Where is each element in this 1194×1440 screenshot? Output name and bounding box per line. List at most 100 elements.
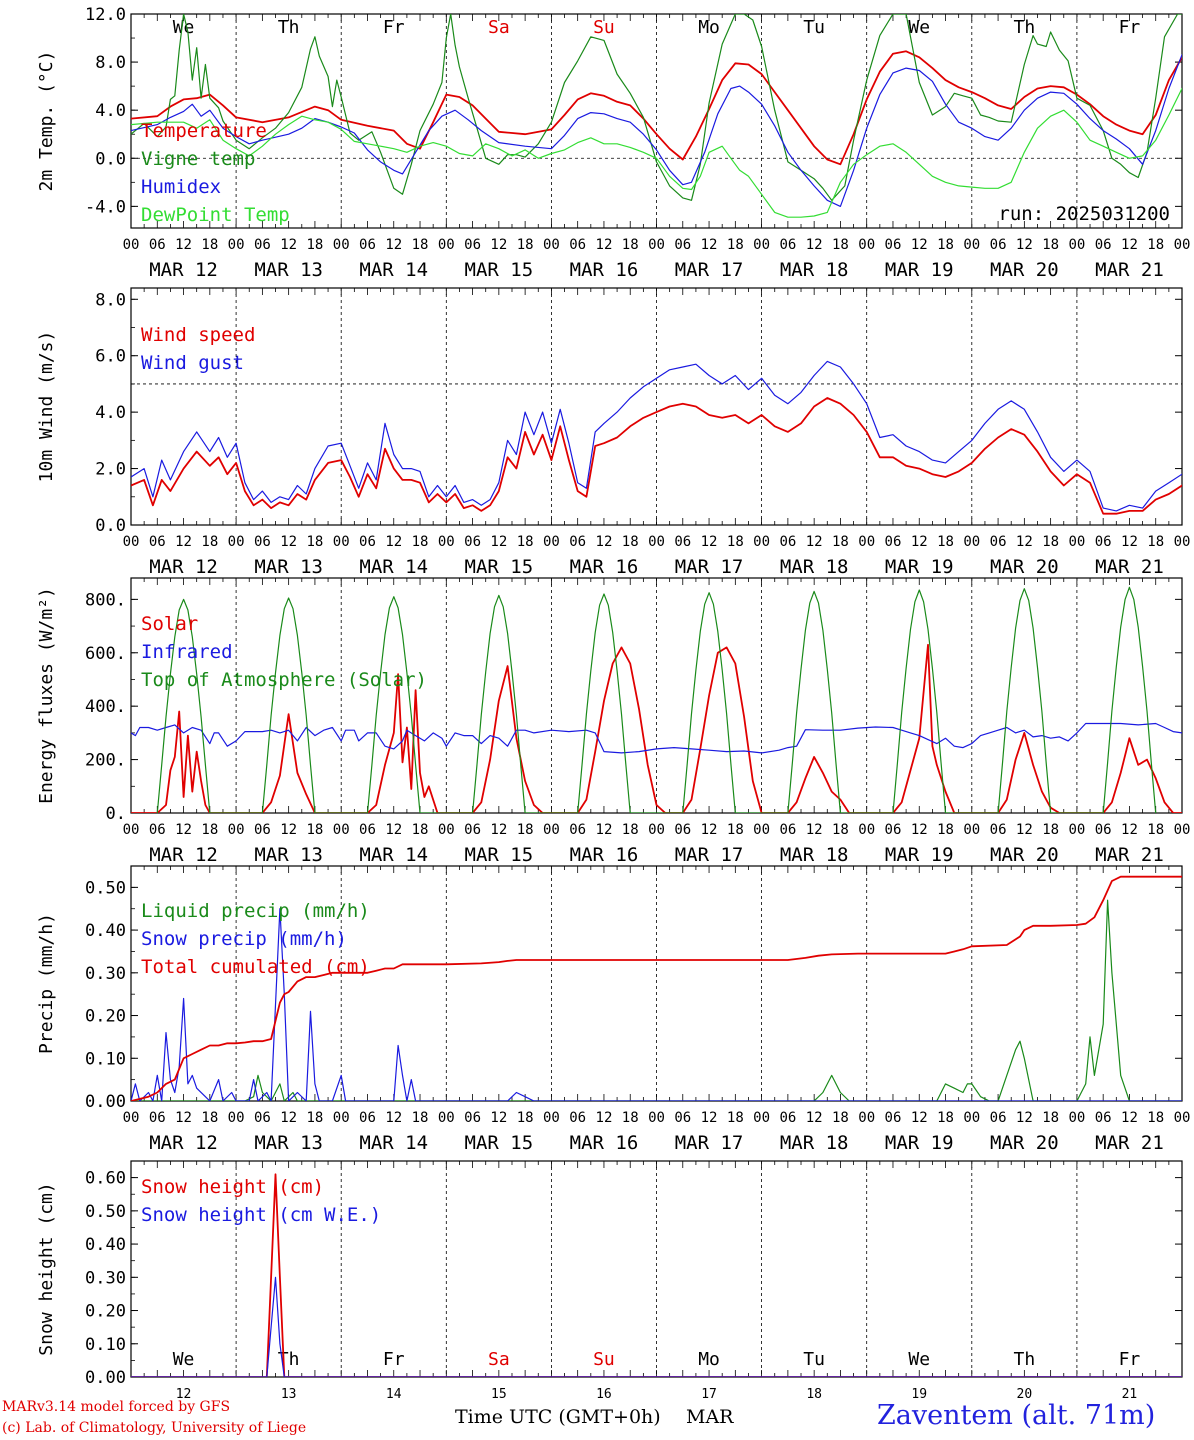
date-label: MAR 16 [570, 259, 639, 281]
date-label: MAR 14 [359, 844, 428, 866]
y-tick-label: 0.00 [85, 1092, 126, 1112]
weekday-label: We [908, 1349, 930, 1370]
hour-tick-label: 12 [280, 1110, 297, 1126]
date-label: MAR 21 [1095, 259, 1164, 281]
hour-tick-label: 12 [596, 1110, 613, 1126]
hour-tick-label: 06 [885, 534, 902, 550]
hour-tick-label: 18 [937, 534, 954, 550]
date-label: MAR 19 [885, 1132, 954, 1154]
hour-tick-label: 06 [885, 237, 902, 253]
series-line-wind-gust [131, 360, 1182, 512]
hour-tick-label: 12 [280, 534, 297, 550]
y-tick-label: -4.0 [85, 197, 126, 217]
date-label: MAR 16 [570, 844, 639, 866]
legend-entry: Solar [141, 613, 198, 635]
date-label: MAR 19 [885, 556, 954, 578]
hour-tick-label: 06 [1095, 534, 1112, 550]
date-label: MAR 20 [990, 259, 1059, 281]
day-number-label: 15 [491, 1387, 507, 1402]
hour-tick-label: 18 [517, 237, 534, 253]
hour-tick-label: 18 [412, 534, 429, 550]
y-tick-label: 600. [85, 644, 126, 664]
y-tick-label: 0.60 [85, 1169, 126, 1189]
y-tick-label: 8.0 [95, 53, 126, 73]
date-label: MAR 14 [359, 259, 428, 281]
hour-tick-label: 18 [1147, 822, 1164, 838]
weekday-label: We [908, 17, 930, 38]
hour-tick-label: 18 [517, 534, 534, 550]
hour-tick-label: 18 [622, 822, 639, 838]
series-line-infrared [131, 722, 1182, 754]
hour-tick-label: 18 [622, 1110, 639, 1126]
hour-tick-label: 00 [648, 822, 665, 838]
hour-tick-label: 12 [280, 237, 297, 253]
legend-entry: Total cumulated (cm) [141, 956, 370, 978]
hour-tick-label: 12 [1121, 822, 1138, 838]
hour-tick-label: 06 [569, 822, 586, 838]
date-label: MAR 17 [675, 1132, 744, 1154]
hour-tick-label: 12 [701, 1110, 718, 1126]
y-axis-label: Energy fluxes (W/m²) [36, 587, 57, 804]
weekday-label: Mo [698, 1349, 720, 1370]
hour-tick-label: 00 [858, 237, 875, 253]
hour-tick-label: 00 [123, 237, 140, 253]
hour-tick-label: 06 [254, 822, 271, 838]
hour-tick-label: 06 [885, 822, 902, 838]
hour-tick-label: 00 [1068, 822, 1085, 838]
day-number-label: 16 [596, 1387, 612, 1402]
series-line-liquid-precip-mm-h [131, 899, 1182, 1101]
wind-panel: 8.0 6.0 4.0 2.0 0.0 10m Wind (m/s) 00 06 12 18 MAR… [36, 287, 1190, 578]
hour-tick-label: 00 [858, 822, 875, 838]
legend-entry: Snow height (cm) [141, 1176, 324, 1198]
temperature-panel: 12.0 8.0 4.0 0.0 -4.0 2m Temp. (°C) 00 06 12 18 MA… [36, 5, 1190, 281]
date-label: MAR 12 [149, 259, 218, 281]
hour-tick-label: 00 [1068, 1110, 1085, 1126]
day-number-label: 20 [1017, 1387, 1033, 1402]
hour-tick-label: 12 [911, 1110, 928, 1126]
hour-tick-label: 12 [385, 1110, 402, 1126]
hour-tick-label: 00 [438, 237, 455, 253]
hour-tick-label: 06 [464, 822, 481, 838]
y-tick-label: 0.40 [85, 921, 126, 941]
date-label: MAR 13 [254, 1132, 323, 1154]
hour-tick-label: 06 [254, 237, 271, 253]
hour-tick-label: 12 [1016, 1110, 1033, 1126]
date-label: MAR 13 [254, 556, 323, 578]
hour-tick-label: 00 [333, 534, 350, 550]
hour-tick-label: 12 [911, 237, 928, 253]
hour-tick-label: 00 [123, 534, 140, 550]
day-number-label: 13 [281, 1387, 297, 1402]
y-axis-label: Snow height (cm) [36, 1182, 57, 1355]
hour-tick-label: 00 [648, 1110, 665, 1126]
hour-tick-label: 18 [727, 237, 744, 253]
hour-tick-label: 00 [438, 1110, 455, 1126]
hour-tick-label: 00 [963, 1110, 980, 1126]
legend-entry: Humidex [141, 176, 221, 198]
y-tick-label: 2.0 [95, 460, 126, 480]
legend-entry: Top of Atmosphere (Solar) [141, 669, 427, 691]
hour-tick-label: 06 [990, 1110, 1007, 1126]
hour-tick-label: 00 [1174, 822, 1191, 838]
date-label: MAR 19 [885, 259, 954, 281]
y-axis-label: 10m Wind (m/s) [36, 331, 57, 483]
hour-tick-label: 18 [937, 822, 954, 838]
hour-tick-label: 18 [517, 822, 534, 838]
hour-tick-label: 00 [123, 1110, 140, 1126]
hour-tick-label: 06 [569, 1110, 586, 1126]
hour-tick-label: 12 [385, 237, 402, 253]
hour-tick-label: 00 [543, 822, 560, 838]
hour-tick-label: 18 [306, 534, 323, 550]
hour-tick-label: 18 [1147, 1110, 1164, 1126]
hour-tick-label: 12 [175, 1110, 192, 1126]
hour-tick-label: 00 [753, 237, 770, 253]
series-line-top-of-atmosphere-solar [156, 586, 1157, 813]
y-tick-label: 0.40 [85, 1235, 126, 1255]
hour-tick-label: 00 [228, 534, 245, 550]
day-number-label: 19 [911, 1387, 927, 1402]
legend-entry: Wind gust [141, 352, 244, 374]
legend-entry: Wind speed [141, 324, 255, 346]
date-label: MAR 17 [675, 844, 744, 866]
weekday-label: Sa [488, 1349, 510, 1370]
hour-tick-label: 18 [1042, 237, 1059, 253]
